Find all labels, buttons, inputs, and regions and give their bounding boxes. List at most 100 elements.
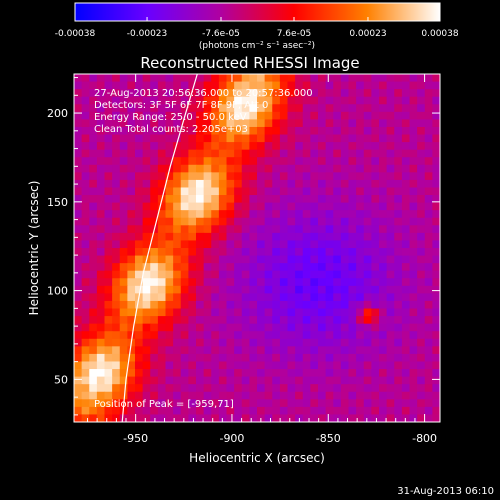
heatmap-cell	[104, 308, 113, 317]
heatmap-cell	[127, 270, 136, 279]
heatmap-cell	[211, 278, 220, 287]
heatmap-cell	[432, 391, 440, 400]
heatmap-cell	[89, 240, 98, 249]
heatmap-cell	[173, 202, 182, 211]
heatmap-cell	[348, 293, 357, 302]
heatmap-cell	[432, 323, 440, 332]
heatmap-cell	[340, 399, 350, 408]
heatmap-cell	[356, 217, 365, 226]
heatmap-cell	[409, 142, 418, 151]
heatmap-cell	[157, 293, 167, 302]
heatmap-cell	[363, 232, 372, 242]
heatmap-cell	[104, 111, 113, 120]
heatmap-cell	[356, 338, 365, 347]
heatmap-cell	[112, 89, 121, 98]
heatmap-cell	[295, 157, 304, 166]
heatmap-cell	[371, 126, 380, 136]
heatmap-cell	[340, 353, 350, 363]
heatmap-cell	[371, 142, 380, 151]
heatmap-cell	[234, 414, 243, 422]
heatmap-cell	[196, 384, 205, 393]
colorbar-tick-label: 0.00038	[421, 29, 458, 39]
heatmap-cell	[74, 384, 83, 393]
heatmap-cell	[74, 323, 83, 332]
heatmap-cell	[386, 414, 395, 422]
heatmap-cell	[348, 255, 357, 264]
heatmap-cell	[218, 369, 228, 378]
heatmap-cell	[104, 142, 113, 151]
heatmap-cell	[287, 331, 296, 340]
heatmap-cell	[333, 384, 342, 393]
heatmap-cell	[81, 232, 90, 242]
heatmap-cell	[371, 346, 380, 355]
heatmap-cell	[302, 195, 311, 204]
heatmap-cell	[188, 369, 197, 378]
heatmap-cell	[211, 361, 220, 370]
heatmap-cell	[157, 149, 167, 158]
heatmap-cell	[203, 285, 212, 294]
heatmap-cell	[165, 225, 174, 234]
heatmap-cell	[218, 96, 228, 105]
heatmap-cell	[96, 142, 106, 151]
heatmap-cell	[295, 278, 304, 287]
heatmap-cell	[279, 142, 289, 151]
heatmap-cell	[340, 217, 350, 226]
heatmap-cell	[173, 414, 182, 422]
heatmap-cell	[89, 96, 98, 105]
heatmap-cell	[279, 308, 289, 317]
heatmap-cell	[226, 202, 235, 211]
heatmap-cell	[188, 346, 197, 355]
heatmap-cell	[157, 376, 167, 385]
heatmap-cell	[417, 361, 426, 370]
heatmap-cell	[188, 240, 197, 249]
heatmap-cell	[119, 232, 128, 242]
heatmap-cell	[127, 384, 136, 393]
heatmap-cell	[249, 157, 258, 166]
heatmap-cell	[127, 293, 136, 302]
heatmap-cell	[356, 202, 365, 211]
heatmap-cell	[386, 316, 395, 325]
heatmap-cell	[379, 126, 388, 136]
heatmap-cell	[180, 255, 189, 264]
heatmap-cell	[226, 119, 235, 128]
heatmap-cell	[173, 187, 182, 196]
heatmap-cell	[356, 157, 365, 166]
heatmap-cell	[81, 308, 90, 317]
heatmap-cell	[356, 232, 365, 242]
heatmap-cell	[401, 369, 411, 378]
heatmap-cell	[241, 81, 250, 90]
heatmap-cell	[89, 331, 98, 340]
heatmap-cell	[173, 142, 182, 151]
heatmap-cell	[257, 187, 266, 196]
heatmap-cell	[226, 74, 235, 83]
heatmap-cell	[257, 210, 266, 219]
heatmap-cell	[173, 316, 182, 325]
heatmap-cell	[371, 353, 380, 363]
heatmap-cell	[157, 81, 167, 90]
heatmap-cell	[241, 391, 250, 400]
heatmap-cell	[119, 376, 128, 385]
heatmap-cell	[81, 406, 90, 416]
heatmap-cell	[112, 293, 121, 302]
heatmap-cell	[295, 300, 304, 310]
heatmap-cell	[173, 331, 182, 340]
heatmap-cell	[295, 149, 304, 158]
heatmap-cell	[241, 104, 250, 113]
heatmap-cell	[135, 126, 144, 136]
heatmap-cell	[394, 240, 403, 249]
heatmap-cell	[127, 202, 136, 211]
heatmap-cell	[417, 111, 426, 120]
heatmap-cell	[234, 89, 243, 98]
heatmap-cell	[394, 255, 403, 264]
heatmap-cell	[386, 202, 395, 211]
heatmap-cell	[363, 270, 372, 279]
heatmap-cell	[112, 202, 121, 211]
heatmap-cell	[295, 81, 304, 90]
heatmap-cell	[417, 96, 426, 105]
heatmap-cell	[196, 308, 205, 317]
heatmap-cell	[257, 353, 266, 363]
heatmap-cell	[188, 225, 197, 234]
heatmap-cell	[295, 111, 304, 120]
heatmap-cell	[188, 149, 197, 158]
